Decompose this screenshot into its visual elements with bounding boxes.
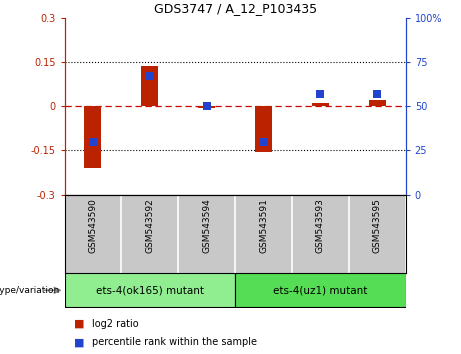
Text: percentile rank within the sample: percentile rank within the sample: [92, 337, 257, 348]
Text: GSM543593: GSM543593: [316, 199, 325, 253]
Bar: [142, 67, 159, 106]
Text: GSM543594: GSM543594: [202, 199, 211, 253]
Point: [146, 73, 154, 79]
Text: GSM543591: GSM543591: [259, 199, 268, 253]
Bar: [65, 273, 235, 307]
Text: ■: ■: [74, 319, 84, 329]
Point: [373, 91, 381, 97]
Title: GDS3747 / A_12_P103435: GDS3747 / A_12_P103435: [154, 2, 317, 15]
Point: [89, 139, 97, 144]
Text: log2 ratio: log2 ratio: [92, 319, 139, 329]
Bar: [255, 106, 272, 152]
Text: ■: ■: [74, 337, 84, 348]
Text: ets-4(ok165) mutant: ets-4(ok165) mutant: [96, 285, 204, 295]
Point: [260, 139, 267, 144]
Point: [203, 103, 210, 109]
Bar: [369, 100, 386, 106]
Text: ets-4(uz1) mutant: ets-4(uz1) mutant: [273, 285, 367, 295]
Point: [317, 91, 324, 97]
Text: genotype/variation: genotype/variation: [0, 286, 60, 295]
Bar: [198, 106, 215, 108]
Bar: [84, 106, 101, 168]
Bar: [312, 103, 329, 106]
Text: GSM543590: GSM543590: [89, 199, 97, 253]
Bar: [235, 273, 406, 307]
Text: GSM543595: GSM543595: [373, 199, 382, 253]
Text: GSM543592: GSM543592: [145, 199, 154, 253]
